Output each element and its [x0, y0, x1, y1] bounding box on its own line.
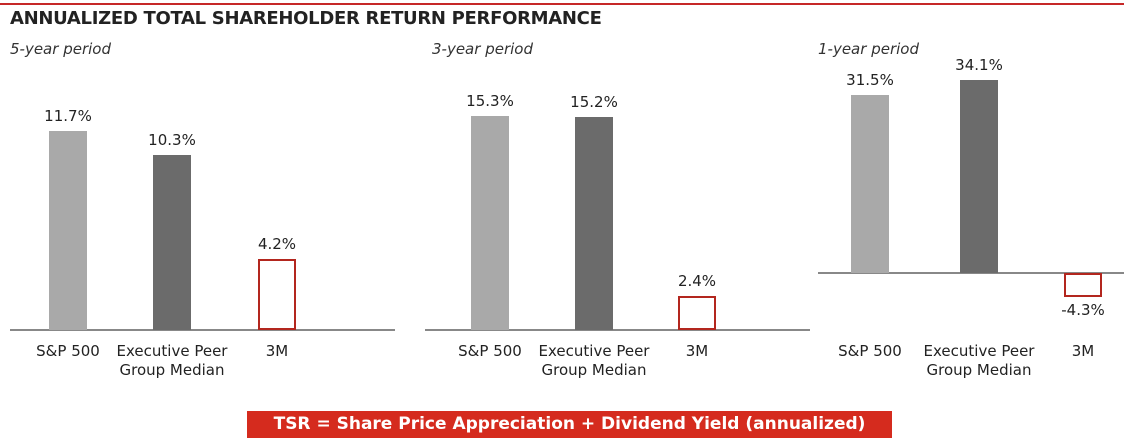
- subtitle: 3-year period: [432, 40, 533, 58]
- bar: [49, 131, 87, 330]
- footnote-banner: TSR = Share Price Appreciation + Dividen…: [247, 411, 892, 438]
- value-label: 15.2%: [570, 93, 618, 112]
- bar: [1064, 273, 1102, 298]
- bar: [960, 80, 998, 273]
- subtitle: 1-year period: [818, 40, 919, 58]
- value-label: -4.3%: [1061, 301, 1105, 320]
- category-label: Executive Peer Group Median: [116, 342, 228, 379]
- bar: [153, 154, 191, 330]
- bar: [258, 258, 296, 330]
- value-label: 31.5%: [846, 71, 894, 90]
- category-label: Executive Peer Group Median: [538, 342, 650, 379]
- category-label: S&P 500: [36, 342, 100, 360]
- value-label: 11.7%: [44, 107, 92, 126]
- bar: [471, 115, 509, 330]
- bar: [575, 117, 613, 330]
- baseline: [818, 272, 1124, 274]
- value-label: 4.2%: [257, 234, 297, 253]
- category-label: 3M: [265, 342, 289, 360]
- subtitle: 5-year period: [10, 40, 111, 58]
- value-label: 2.4%: [677, 272, 717, 291]
- category-label: 3M: [1071, 342, 1095, 360]
- top-rule: [0, 3, 1124, 5]
- title: ANNUALIZED TOTAL SHAREHOLDER RETURN PERF…: [10, 8, 602, 29]
- category-label: S&P 500: [458, 342, 522, 360]
- value-label: 34.1%: [955, 56, 1003, 75]
- category-label: S&P 500: [838, 342, 902, 360]
- bar: [678, 296, 716, 330]
- baseline: [425, 329, 810, 331]
- bar: [851, 95, 889, 273]
- baseline: [10, 329, 395, 331]
- value-label: 15.3%: [466, 91, 514, 110]
- value-label: 10.3%: [148, 130, 196, 149]
- category-label: Executive Peer Group Median: [923, 342, 1035, 379]
- category-label: 3M: [685, 342, 709, 360]
